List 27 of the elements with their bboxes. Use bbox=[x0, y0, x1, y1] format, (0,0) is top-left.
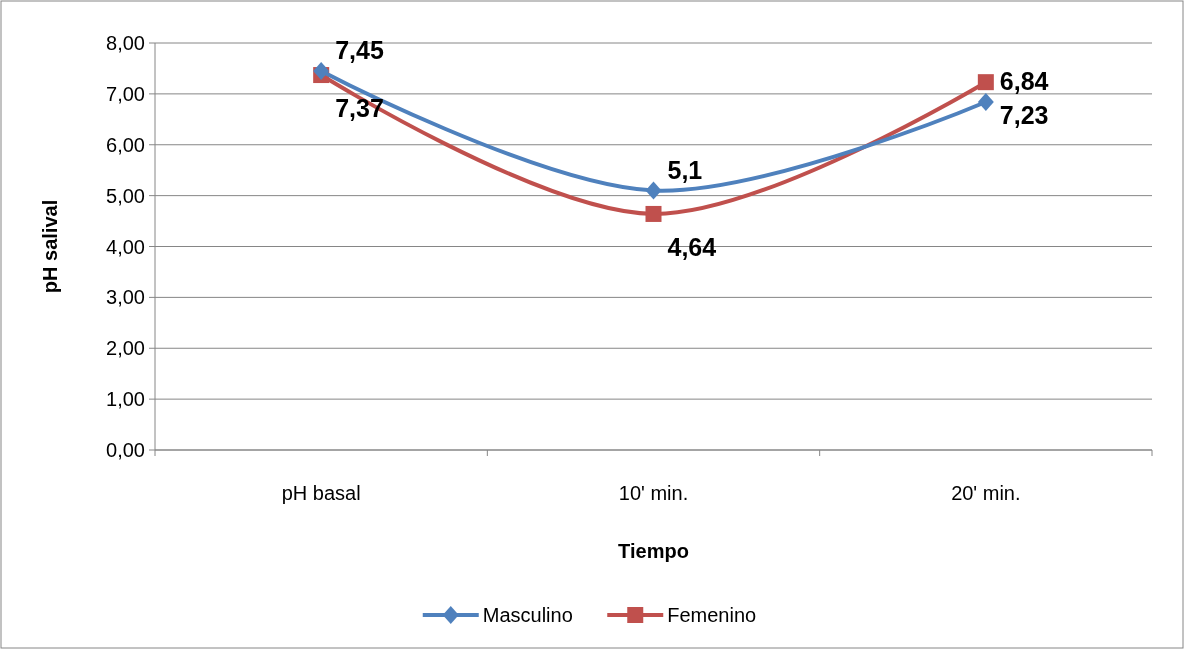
data-label: 4,64 bbox=[667, 232, 717, 261]
data-label: 7,37 bbox=[335, 94, 384, 123]
y-tick-label: 4,00 bbox=[106, 235, 145, 258]
data-label: 5,1 bbox=[667, 155, 703, 184]
x-tick-label: 10' min. bbox=[618, 482, 689, 504]
y-tick-label: 1,00 bbox=[106, 388, 145, 411]
y-tick-label: 3,00 bbox=[106, 286, 145, 309]
point bbox=[645, 205, 662, 222]
legend-label: Masculino bbox=[482, 604, 573, 626]
x-tick-label: 20' min. bbox=[951, 482, 1021, 504]
point bbox=[977, 93, 994, 112]
y-tick-label: 0,00 bbox=[106, 439, 145, 461]
point bbox=[645, 181, 662, 200]
y-tick-label: 2,00 bbox=[106, 337, 145, 360]
data-label: 7,23 bbox=[999, 101, 1049, 130]
point bbox=[313, 61, 330, 80]
y-tick-label: 6,00 bbox=[106, 133, 145, 156]
y-tick-label: 8,00 bbox=[106, 32, 145, 54]
y-axis-title: pH salival bbox=[39, 199, 61, 294]
y-tick-label: 5,00 bbox=[106, 184, 145, 207]
data-label: 7,45 bbox=[335, 35, 384, 64]
y-tick-label: 7,00 bbox=[106, 82, 145, 105]
x-tick-label: pH basal bbox=[281, 482, 361, 504]
legend-label: Femenino bbox=[667, 604, 757, 626]
data-label: 6,84 bbox=[999, 67, 1049, 96]
point bbox=[977, 74, 994, 91]
x-axis-title: Tiempo bbox=[618, 540, 689, 562]
